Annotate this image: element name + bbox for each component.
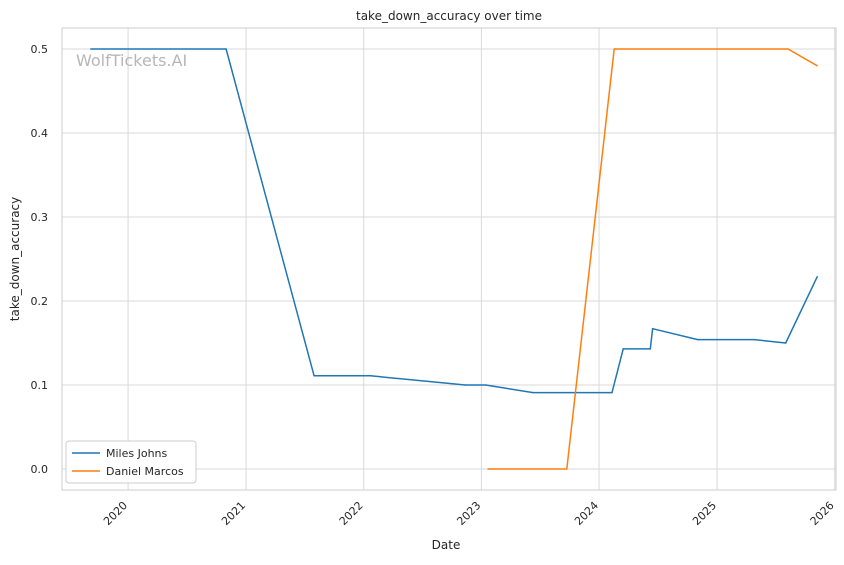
grid <box>62 28 836 490</box>
data-point-miles-johns <box>532 391 534 394</box>
data-point-miles-johns <box>651 327 654 330</box>
data-point-daniel-marcos <box>787 48 789 50</box>
x-tick-label: 2022 <box>337 499 366 528</box>
data-point-miles-johns <box>369 375 372 377</box>
data-point-daniel-marcos <box>566 468 568 470</box>
data-point-miles-johns <box>464 384 467 386</box>
data-point-miles-johns <box>649 348 652 350</box>
y-tick-label: 0.0 <box>31 463 49 476</box>
data-point-miles-johns <box>611 391 613 394</box>
watermark: WolfTickets.AI <box>76 51 187 70</box>
data-point-miles-johns <box>225 48 227 50</box>
x-axis-label: Date <box>432 538 461 552</box>
y-tick-label: 0.5 <box>31 43 49 56</box>
legend: Miles Johns Daniel Marcos <box>65 440 197 484</box>
data-point-miles-johns <box>622 348 624 350</box>
legend-box <box>65 440 197 484</box>
y-tick-label: 0.2 <box>31 295 49 308</box>
x-tick-labels: 2020 2021 2022 2023 2024 2025 2026 <box>101 499 837 528</box>
series-line-miles-johns <box>90 48 818 394</box>
x-tick-label: 2025 <box>690 499 719 528</box>
data-point-miles-johns <box>753 338 755 341</box>
data-point-miles-johns <box>784 342 787 344</box>
data-point-daniel-marcos <box>487 468 489 470</box>
chart-title: take_down_accuracy over time <box>356 9 542 23</box>
series-line-daniel-marcos <box>487 48 818 470</box>
series-lines <box>89 48 819 470</box>
x-tick-label: 2020 <box>101 499 130 528</box>
y-tick-label: 0.4 <box>31 127 49 140</box>
x-tick-label: 2021 <box>219 499 248 528</box>
x-tick-label: 2026 <box>808 499 837 528</box>
plot-frame <box>61 27 837 491</box>
data-point-miles-johns <box>696 338 699 341</box>
legend-label-miles-johns: Miles Johns <box>106 447 168 460</box>
x-tick-label: 2023 <box>454 499 483 528</box>
y-tick-label: 0.3 <box>31 211 49 224</box>
data-point-miles-johns <box>313 375 315 377</box>
data-point-daniel-marcos <box>613 48 615 50</box>
data-point-daniel-marcos <box>816 65 819 67</box>
data-point-miles-johns <box>89 48 92 50</box>
legend-label-daniel-marcos: Daniel Marcos <box>106 465 184 478</box>
x-tick-label: 2024 <box>572 499 601 528</box>
data-point-miles-johns <box>816 275 819 278</box>
y-tick-label: 0.1 <box>31 379 49 392</box>
y-tick-labels: 0.0 0.1 0.2 0.3 0.4 0.5 <box>31 43 49 476</box>
y-axis-label: take_down_accuracy <box>8 197 22 321</box>
data-point-miles-johns <box>484 384 487 386</box>
